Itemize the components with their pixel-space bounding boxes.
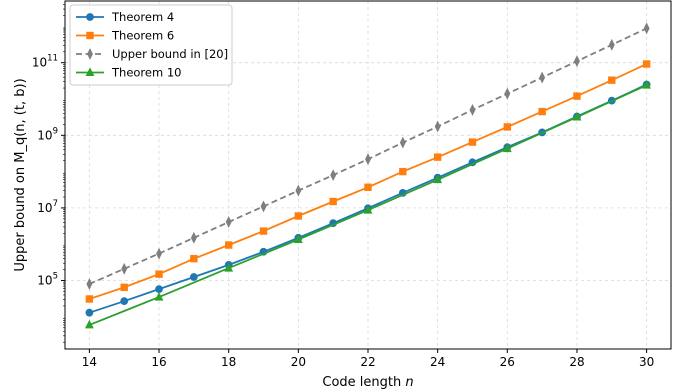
x-tick-label: 20: [291, 355, 306, 369]
y-tick-base: 10: [37, 201, 52, 215]
y-tick-base: 10: [37, 128, 52, 142]
data-point: [85, 308, 94, 317]
legend-label: Theorem 10: [111, 66, 181, 80]
data-point: [120, 297, 129, 306]
data-point: [433, 153, 442, 161]
data-point: [502, 143, 512, 153]
data-point: [399, 136, 406, 149]
data-point: [572, 111, 582, 121]
y-tick-exponent: 9: [53, 126, 58, 136]
y-tick-base: 10: [32, 56, 47, 70]
x-tick-label: 18: [221, 355, 236, 369]
data-point: [330, 169, 337, 182]
y-tick-exponent: 7: [53, 199, 58, 209]
data-point: [433, 174, 443, 184]
data-point: [539, 71, 546, 84]
legend-item: Theorem 10: [76, 66, 181, 80]
series-4: [84, 80, 652, 329]
data-point: [224, 262, 234, 272]
y-tick-exponent: 5: [53, 272, 58, 282]
y-tick-label: 105: [37, 272, 58, 288]
data-point: [364, 183, 372, 191]
data-point: [259, 227, 268, 235]
data-point: [189, 273, 198, 281]
x-tick-label: 14: [82, 355, 97, 369]
legend-item: Theorem 6: [76, 29, 174, 43]
data-point: [608, 76, 616, 84]
x-tick-label: 26: [500, 355, 515, 369]
data-point: [121, 262, 128, 275]
data-point: [608, 38, 615, 51]
legend-label: Theorem 6: [111, 29, 174, 43]
series-layer: [84, 22, 652, 329]
data-point: [573, 92, 581, 100]
data-point: [293, 234, 303, 243]
legend-box: [69, 4, 233, 86]
data-point: [85, 295, 94, 303]
data-point: [329, 197, 337, 206]
legend-item: Theorem 4: [76, 10, 174, 24]
y-tick-label: 109: [37, 126, 58, 142]
data-point: [434, 120, 441, 133]
data-point: [155, 285, 163, 294]
data-point: [156, 247, 162, 260]
data-point: [190, 231, 197, 244]
series-3: [86, 22, 650, 290]
legend-marker: [87, 48, 93, 60]
legend-marker: [85, 67, 95, 76]
data-point: [84, 319, 94, 329]
x-tick-label: 24: [430, 355, 445, 369]
data-point: [363, 205, 373, 214]
data-point: [365, 153, 371, 166]
data-point: [225, 216, 232, 228]
x-tick-label: 28: [569, 355, 584, 369]
x-axis-label: Code length n: [322, 375, 413, 390]
x-axis-label-text: Code length: [322, 375, 405, 390]
legend-label: Theorem 4: [111, 10, 174, 24]
y-tick-base: 10: [37, 274, 52, 288]
y-axis-label: Upper bound on M_q(n, (t, b)): [13, 78, 28, 271]
data-point: [642, 80, 652, 89]
legend-marker: [86, 31, 94, 40]
y-tick-label: 107: [37, 199, 58, 215]
data-point: [574, 55, 580, 68]
data-point: [469, 104, 476, 116]
legend-marker: [86, 13, 94, 21]
data-point: [504, 87, 511, 100]
data-point: [224, 241, 233, 249]
x-tick-label: 16: [151, 355, 166, 369]
series-2: [85, 60, 651, 303]
data-point: [295, 184, 302, 197]
data-point: [260, 200, 267, 213]
data-point: [468, 138, 477, 146]
data-point: [399, 167, 407, 176]
y-tick-label: 1011: [32, 54, 58, 70]
data-point: [155, 270, 163, 278]
data-point: [643, 22, 650, 35]
data-point: [538, 107, 546, 116]
x-axis-label-var: n: [405, 375, 413, 390]
x-tick-label: 22: [360, 355, 375, 369]
data-point: [86, 278, 93, 290]
y-tick-exponent: 11: [47, 54, 58, 64]
x-tick-label: 30: [639, 355, 654, 369]
data-point: [503, 123, 512, 131]
legend-item: Upper bound in [20]: [76, 47, 228, 61]
data-point: [294, 212, 303, 220]
data-point: [154, 291, 164, 301]
data-point: [190, 254, 198, 263]
data-point: [642, 60, 651, 68]
legend: Theorem 4 Theorem 6 Upper bound in [20] The…: [69, 4, 233, 86]
data-point: [120, 283, 128, 292]
legend-label: Upper bound in [20]: [112, 47, 228, 61]
